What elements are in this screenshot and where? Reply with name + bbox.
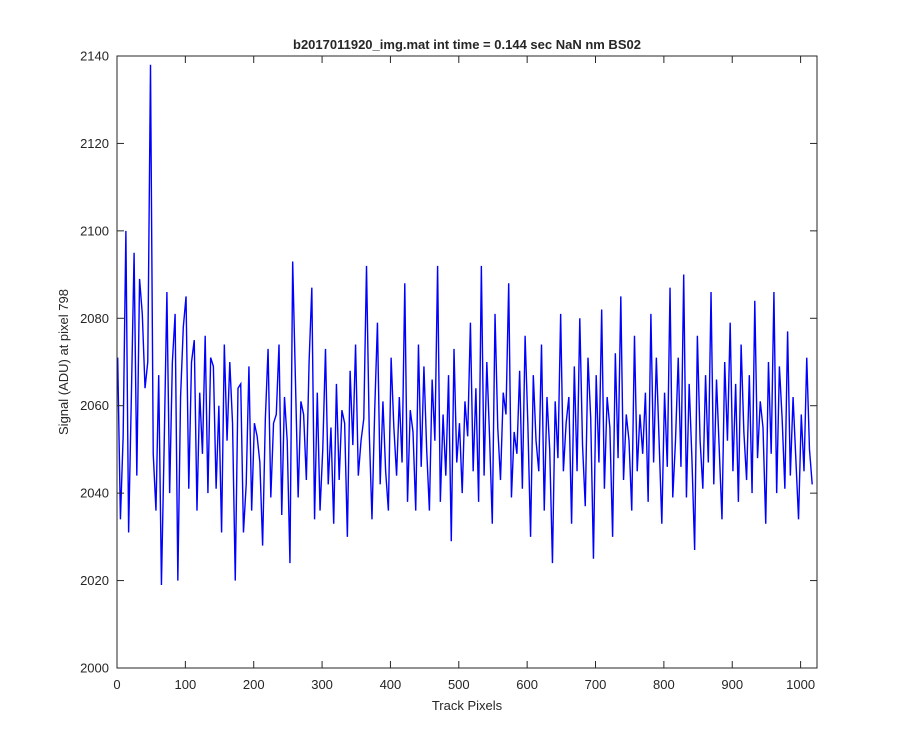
x-tick-label: 800: [653, 677, 675, 692]
plot-area-border: [116, 55, 818, 669]
x-tick-label: 400: [380, 677, 402, 692]
y-tick-label: 2000: [80, 661, 109, 676]
y-tick-label: 2020: [80, 573, 109, 588]
series-line-1: [116, 64, 813, 585]
series-layer: [116, 64, 813, 585]
x-tick-label: 100: [175, 677, 197, 692]
x-tick-label: 300: [311, 677, 333, 692]
y-axis-label: Signal (ADU) at pixel 798: [56, 289, 71, 435]
x-tick-label: 200: [243, 677, 265, 692]
plot-area-background: [117, 56, 817, 668]
x-tick-label: 500: [448, 677, 470, 692]
x-axis-label: Track Pixels: [432, 698, 503, 713]
y-tick-label: 2120: [80, 136, 109, 151]
chart-title: b2017011920_img.mat int time = 0.144 sec…: [293, 37, 641, 52]
x-axis-ticks: 0 100 200 300 400 500 600 700 800 900 1000: [113, 56, 815, 692]
x-tick-label: 600: [516, 677, 538, 692]
y-tick-label: 2080: [80, 311, 109, 326]
x-tick-label: 700: [585, 677, 607, 692]
x-tick-label: 900: [721, 677, 743, 692]
y-tick-label: 2060: [80, 398, 109, 413]
y-tick-label: 2100: [80, 223, 109, 238]
y-tick-label: 2040: [80, 486, 109, 501]
y-axis-ticks: 2000 2020 2040 2060 2080 2100 2120 2140: [80, 49, 817, 676]
x-tick-label: 1000: [786, 677, 815, 692]
y-tick-label: 2140: [80, 49, 109, 64]
x-tick-label: 0: [113, 677, 120, 692]
